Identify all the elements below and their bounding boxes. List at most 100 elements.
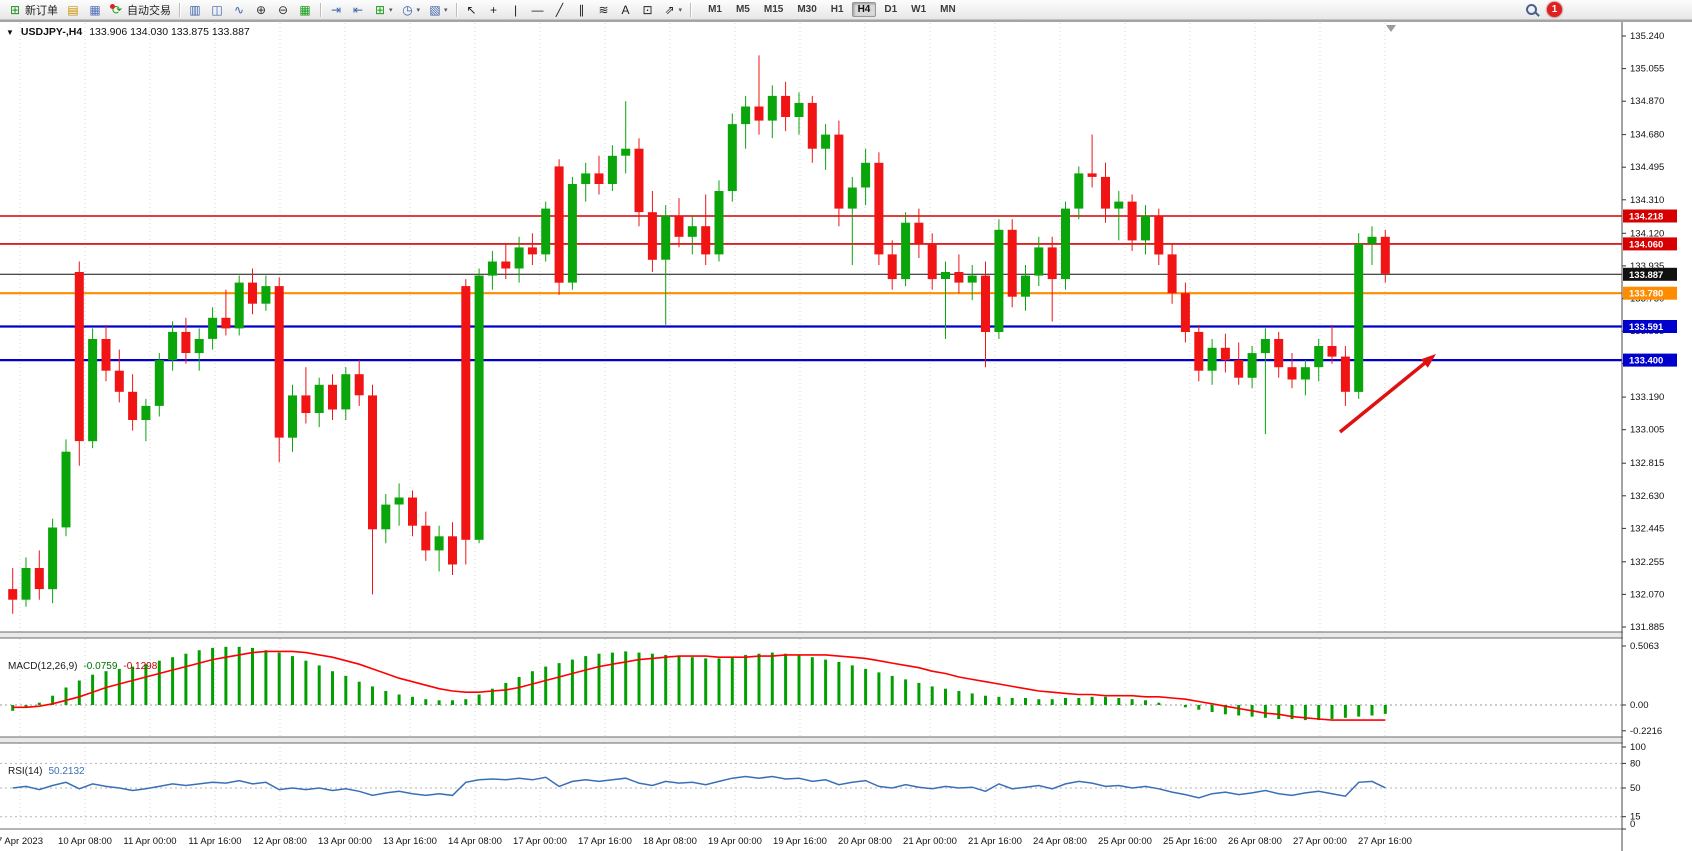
data-window-button[interactable]: ▦ [85, 1, 105, 18]
crosshair-button[interactable]: + [484, 1, 504, 18]
svg-text:21 Apr 00:00: 21 Apr 00:00 [903, 836, 957, 847]
auto-scroll-button[interactable]: ⇥ [326, 1, 346, 18]
timeframe-mn-button[interactable]: MN [940, 4, 956, 15]
toolbar-separator [320, 2, 321, 17]
templates-icon: ▧ [429, 2, 441, 17]
horizontal-line-button[interactable]: ― [528, 1, 548, 18]
rsi-value: 50.2132 [48, 766, 85, 777]
svg-text:134.310: 134.310 [1630, 195, 1664, 206]
svg-text:0.00: 0.00 [1630, 700, 1649, 711]
svg-text:11 Apr 00:00: 11 Apr 00:00 [123, 836, 176, 847]
svg-text:135.055: 135.055 [1630, 64, 1664, 75]
svg-text:19 Apr 16:00: 19 Apr 16:00 [773, 836, 827, 847]
svg-text:134.218: 134.218 [1629, 212, 1663, 223]
svg-text:132.815: 132.815 [1630, 458, 1664, 469]
zoom-out-button[interactable]: ⊖ [273, 1, 293, 18]
svg-text:0: 0 [1630, 819, 1635, 830]
fibonacci-button[interactable]: ≋ [594, 1, 614, 18]
svg-text:14 Apr 08:00: 14 Apr 08:00 [448, 836, 502, 847]
line-chart-icon: ∿ [233, 2, 245, 17]
price-badge-133.400[interactable]: 133.400 [1623, 353, 1677, 367]
tile-windows-button[interactable]: ▦ [295, 1, 315, 18]
indicator-axis-labels: 0.5063 0.00 -0.2216 100 80 50 150 [1622, 641, 1662, 830]
search-icon[interactable] [1526, 4, 1537, 15]
macd-panel-label: MACD(12,26,9) -0.0759 -0.1298 [8, 661, 157, 672]
text-icon: A [621, 2, 630, 17]
timeframe-m5-button[interactable]: M5 [735, 4, 750, 15]
candles[interactable] [8, 55, 1390, 614]
chart-title: ▼ USDJPY-,H4 133.906 134.030 133.875 133… [6, 26, 250, 38]
arrows-button[interactable]: ⇗ ▾ [660, 1, 686, 18]
text-button[interactable]: A [616, 1, 636, 18]
toolbar-buttons: ⊞ 新订单 ▤ ▦ ⟳ 自动交易 ▥ ◫ ∿ ⊕ ⊖ ▦ ⇥ ⇤ ⊞ ▾ ◷ ▾ ▧ ▾ ↖ + | ― ╱ ∥ ≋ A ⊡ ⇗ ▾ [4, 1, 695, 18]
price-badge-134.060[interactable]: 134.060 [1623, 237, 1677, 251]
chevron-down-icon: ▾ [416, 6, 421, 14]
macd-signal-line [12, 650, 1386, 721]
panel-splitter[interactable] [0, 736, 1692, 744]
rsi-name: RSI(14) [8, 766, 43, 777]
chevron-down-icon: ▾ [678, 6, 683, 14]
panel-splitter[interactable] [0, 631, 1692, 639]
svg-text:132.255: 132.255 [1630, 557, 1664, 568]
chevron-down-icon: ▾ [444, 6, 448, 14]
templates-button[interactable]: ▧ ▾ [425, 1, 451, 18]
market-watch-icon: ▤ [67, 2, 79, 17]
indicators-button[interactable]: ⊞ ▾ [370, 1, 396, 18]
svg-text:134.870: 134.870 [1630, 96, 1664, 107]
svg-text:133.190: 133.190 [1630, 392, 1664, 403]
auto-trading-button-label: 自动交易 [127, 4, 171, 17]
annotation-arrow[interactable] [1338, 354, 1436, 434]
trendline-icon: ╱ [555, 2, 564, 17]
notification-badge[interactable]: 1 [1547, 2, 1562, 17]
svg-text:13 Apr 00:00: 13 Apr 00:00 [318, 836, 372, 847]
timeframe-m30-button[interactable]: M30 [797, 4, 817, 15]
chart-window: ▼ USDJPY-,H4 133.906 134.030 133.875 133… [0, 20, 1692, 851]
toolbar: ⊞ 新订单 ▤ ▦ ⟳ 自动交易 ▥ ◫ ∿ ⊕ ⊖ ▦ ⇥ ⇤ ⊞ ▾ ◷ ▾ ▧ ▾ ↖ + | ― ╱ ∥ ≋ A ⊡ ⇗ ▾ M1 M… [0, 0, 1692, 20]
rsi-line [12, 775, 1386, 799]
dropdown-triangle-icon[interactable]: ▼ [6, 27, 14, 37]
arrows-icon: ⇗ [664, 2, 675, 17]
price-badges: 134.218 134.060 133.887 133.780 133.591 133.4… [1623, 209, 1677, 367]
ohlc-values: 133.906 134.030 133.875 133.887 [89, 26, 250, 38]
timeframe-h1-button[interactable]: H1 [830, 4, 844, 15]
zoom-in-icon: ⊕ [255, 2, 267, 17]
toolbar-separator [455, 2, 457, 17]
chart-canvas[interactable]: 135.240 135.055 134.870 134.680 134.495 134.3… [0, 20, 1692, 851]
svg-text:25 Apr 00:00: 25 Apr 00:00 [1098, 836, 1152, 847]
equidistant-channel-icon: ∥ [578, 2, 585, 17]
svg-text:80: 80 [1630, 758, 1641, 769]
price-badge-133.780[interactable]: 133.780 [1623, 286, 1677, 300]
timeframe-d1-button[interactable]: D1 [884, 4, 898, 15]
cursor-button[interactable]: ↖ [462, 1, 482, 18]
svg-text:12 Apr 08:00: 12 Apr 08:00 [253, 836, 307, 847]
svg-text:134.120: 134.120 [1630, 228, 1664, 239]
timeframe-m15-button[interactable]: M15 [763, 4, 784, 15]
price-badge-134.218[interactable]: 134.218 [1623, 209, 1677, 223]
chart-shift-button[interactable]: ⇤ [348, 1, 368, 18]
vertical-line-button[interactable]: | [506, 1, 526, 18]
price-badge-133.887[interactable]: 133.887 [1623, 267, 1677, 281]
zoom-in-button[interactable]: ⊕ [251, 1, 271, 18]
timeframe-m1-button[interactable]: M1 [708, 4, 722, 15]
svg-text:134.060: 134.060 [1629, 239, 1663, 250]
svg-text:133.005: 133.005 [1630, 425, 1664, 436]
text-label-icon: ⊡ [642, 2, 653, 17]
line-chart-button[interactable]: ∿ [229, 1, 249, 18]
bar-chart-button[interactable]: ▥ [185, 1, 205, 18]
periods-button[interactable]: ◷ ▾ [398, 1, 424, 18]
macd-signal-value: -0.1298 [123, 661, 158, 672]
svg-text:10 Apr 08:00: 10 Apr 08:00 [58, 836, 112, 847]
new-order-button-label: 新订单 [25, 4, 58, 17]
trendline-button[interactable]: ╱ [550, 1, 570, 18]
auto-trading-button[interactable]: ⟳ 自动交易 [107, 1, 174, 18]
market-watch-button[interactable]: ▤ [63, 1, 83, 18]
channel-button[interactable]: ∥ [572, 1, 592, 18]
text-label-button[interactable]: ⊡ [638, 1, 658, 18]
candlestick-chart-button[interactable]: ◫ [207, 1, 227, 18]
timeframe-w1-button[interactable]: W1 [911, 4, 927, 15]
price-badge-133.591[interactable]: 133.591 [1623, 320, 1677, 333]
macd-main-value: -0.0759 [83, 661, 118, 672]
new-order-button[interactable]: ⊞ 新订单 [5, 1, 61, 18]
timeframe-h4-button[interactable]: H4 [851, 2, 877, 17]
